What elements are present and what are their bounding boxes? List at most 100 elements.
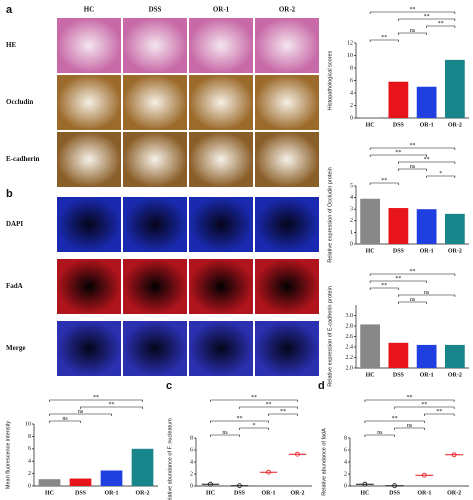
significance-bracket [239,406,298,409]
y-axis-label: Histopathological scores [327,50,333,110]
row-label: FadA [6,282,23,290]
column-label: HC [84,6,95,14]
significance-bracket [369,147,456,150]
y-axis-label: Relative expression of Occludin protein [327,167,333,262]
y-tick-label: 1 [350,230,353,236]
significance-bracket [398,294,456,297]
significance-label: ** [395,276,401,282]
x-tick-label: OR-2 [136,490,150,496]
significance-bracket [398,32,427,35]
bar [388,81,409,118]
dot [421,472,427,478]
bar [38,479,61,486]
x-tick-label: DSS [75,490,87,496]
y-tick-label: 6 [344,447,347,453]
y-tick-label: 4 [350,195,353,201]
micrograph [255,259,319,314]
significance-label: * [253,423,256,429]
significance-label: ** [266,402,272,408]
y-tick-label: 2.2 [346,355,354,361]
significance-bracket [80,406,143,409]
y-tick-label: 0 [28,483,31,489]
significance-label: ** [424,157,430,163]
significance-label: ** [381,35,387,41]
micrograph [123,197,187,252]
y-tick-label: 2 [350,103,353,109]
significance-label: ns [410,297,416,303]
y-tick-label: 10 [347,53,353,59]
y-tick-label: 4 [344,459,347,465]
x-tick-label: OR-1 [262,490,276,496]
y-axis-label: Relative abundance of F. nucleatum [167,418,173,500]
significance-bracket [364,434,395,437]
y-tick-label: 0 [344,483,347,489]
x-tick-label: DSS [389,490,401,496]
x-tick-label: OR-2 [448,372,462,378]
dot [237,483,242,489]
row-label: HE [6,41,16,49]
panel-letter: b [6,188,13,200]
significance-bracket [210,434,240,437]
bar [360,324,381,368]
column-label: OR-1 [213,6,230,14]
x-tick-label: HC [366,122,375,128]
y-tick-label: 3 [350,207,353,213]
significance-bracket [49,399,143,402]
micrograph [123,18,187,73]
micrograph [57,197,121,252]
y-tick-label: 8 [350,65,353,71]
dot [208,481,213,487]
x-tick-label: OR-2 [448,248,462,254]
significance-bracket [369,287,399,290]
micrograph [123,321,187,376]
bar [100,470,123,486]
significance-label: ** [251,395,257,401]
row-label: Occludin [6,98,33,106]
y-tick-label: 4 [28,459,31,465]
significance-label: ** [109,402,115,408]
x-tick-label: OR-2 [291,490,305,496]
y-tick-label: 8 [344,435,347,441]
panel-letter: d [318,380,325,392]
significance-bracket [369,39,399,42]
significance-bracket [398,161,456,164]
micrograph [123,75,187,130]
x-tick-label: OR-1 [417,490,431,496]
x-tick-label: DSS [393,372,405,378]
significance-label: ns [62,416,68,422]
y-tick-label: 2.0 [346,365,354,371]
y-axis-label: Relative expression of E-cadherin protei… [327,286,333,387]
bar [131,448,154,486]
micrograph [57,321,121,376]
x-tick-label: OR-2 [448,122,462,128]
significance-bracket [239,427,269,430]
y-tick-label: 2 [28,471,31,477]
dot [392,483,398,489]
bar [444,59,465,118]
y-tick-label: 6 [350,78,353,84]
y-tick-label: 0 [350,241,353,247]
significance-label: ns [222,430,228,436]
significance-bracket [394,406,455,409]
x-tick-label: OR-2 [447,490,461,496]
y-tick-label: 12 [347,40,353,46]
significance-label: ** [410,269,416,275]
bar [416,209,437,244]
y-axis-label: Mean fluorescence intensity [5,421,11,489]
significance-label: ** [93,395,99,401]
y-tick-label: 2 [350,218,353,224]
significance-bracket [398,168,427,171]
y-tick-label: 10 [25,421,31,427]
bar [444,213,465,244]
x-tick-label: DSS [393,248,405,254]
x-tick-label: HC [206,490,215,496]
significance-bracket [369,154,427,157]
significance-bracket [426,175,456,178]
bar [360,198,381,244]
bar [416,344,437,368]
significance-bracket [210,399,298,402]
panel-letter: a [6,4,13,16]
bar [444,344,465,368]
significance-label: ** [392,416,398,422]
y-tick-label: 8 [28,434,31,440]
